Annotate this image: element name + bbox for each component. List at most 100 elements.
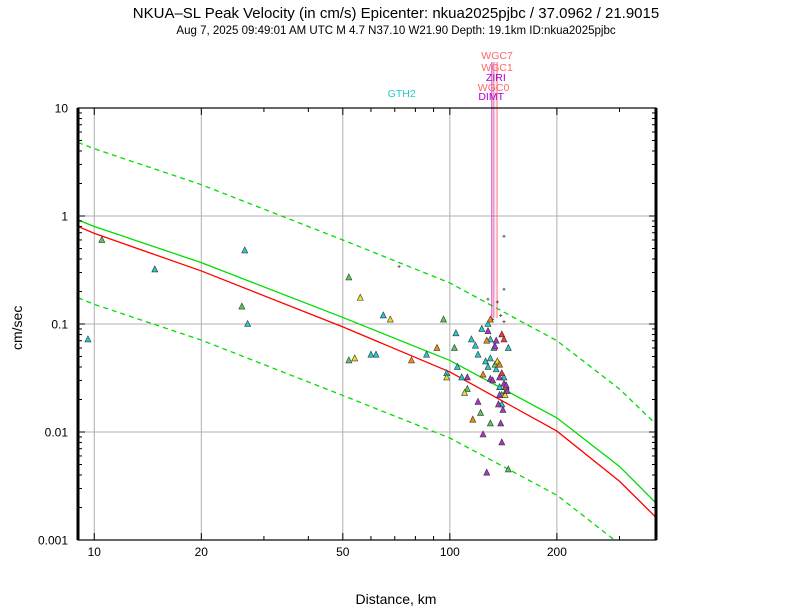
station-marker bbox=[483, 336, 491, 344]
station-marker bbox=[467, 335, 475, 343]
small-mark bbox=[486, 297, 490, 301]
station-marker bbox=[386, 315, 394, 323]
curve-layer bbox=[78, 141, 656, 540]
station-marker bbox=[484, 326, 492, 334]
station-marker bbox=[483, 468, 491, 476]
station-marker bbox=[379, 311, 387, 319]
station-marker bbox=[498, 438, 506, 446]
station-marker bbox=[486, 335, 494, 343]
small-mark bbox=[397, 265, 401, 269]
station-marker bbox=[501, 390, 509, 398]
station-marker bbox=[471, 341, 479, 349]
plus-sigma-curve bbox=[78, 141, 656, 425]
y-tick-label: 0.01 bbox=[45, 426, 69, 440]
station-flag-label: WGC0 bbox=[478, 82, 510, 94]
station-marker bbox=[98, 235, 106, 243]
chart-subtitle: Aug 7, 2025 09:49:01 AM UTC M 4.7 N37.10… bbox=[176, 25, 616, 37]
observed-fit-curve bbox=[78, 225, 656, 518]
station-marker bbox=[503, 386, 511, 394]
small-mark bbox=[495, 300, 499, 304]
station-marker bbox=[372, 350, 380, 358]
station-marker bbox=[502, 381, 510, 389]
station-marker bbox=[478, 324, 486, 332]
small-mark bbox=[502, 234, 506, 238]
station-marker bbox=[151, 265, 159, 273]
station-marker bbox=[453, 362, 461, 370]
station-marker bbox=[443, 373, 451, 381]
station-marker bbox=[496, 390, 504, 398]
x-tick-label: 10 bbox=[88, 545, 102, 559]
station-marker bbox=[484, 362, 492, 370]
station-marker bbox=[84, 335, 92, 343]
x-tick-label: 200 bbox=[547, 545, 567, 559]
chart-title: NKUA–SL Peak Velocity (in cm/s) Epicente… bbox=[132, 5, 660, 22]
station-marker bbox=[433, 343, 441, 351]
station-marker bbox=[351, 354, 359, 362]
station-marker bbox=[484, 319, 492, 327]
station-marker bbox=[496, 383, 504, 390]
y-tick-label: 1 bbox=[61, 210, 68, 224]
station-marker bbox=[486, 315, 494, 323]
station-marker bbox=[407, 356, 415, 364]
station-marker bbox=[492, 336, 500, 344]
y-axis-label: cm/sec bbox=[9, 305, 25, 350]
median-prediction-curve bbox=[78, 219, 656, 504]
station-marker bbox=[458, 373, 466, 381]
y-tick-label: 10 bbox=[55, 102, 69, 116]
minus-sigma-curve bbox=[78, 297, 616, 540]
station-marker bbox=[504, 465, 512, 473]
station-marker bbox=[356, 293, 364, 301]
station-marker bbox=[492, 365, 500, 373]
station-marker bbox=[452, 329, 460, 337]
station-marker bbox=[241, 246, 249, 254]
point-layer bbox=[84, 234, 512, 476]
station-marker bbox=[440, 315, 448, 323]
station-marker bbox=[474, 350, 482, 358]
station-marker bbox=[423, 350, 431, 358]
station-marker bbox=[504, 343, 512, 351]
station-marker bbox=[491, 342, 499, 350]
x-axis-label: Distance, km bbox=[355, 591, 437, 607]
station-marker bbox=[244, 319, 252, 327]
x-tick-label: 20 bbox=[195, 545, 209, 559]
station-marker bbox=[463, 373, 471, 381]
station-marker bbox=[486, 419, 494, 427]
small-mark bbox=[502, 287, 506, 291]
station-marker bbox=[474, 397, 482, 405]
station-marker bbox=[496, 373, 504, 381]
station-marker bbox=[238, 302, 246, 310]
station-marker bbox=[497, 419, 505, 427]
station-marker bbox=[498, 330, 506, 338]
station-marker bbox=[498, 369, 506, 377]
station-marker bbox=[479, 430, 487, 438]
station-flag-label: WGC1 bbox=[481, 62, 513, 74]
station-flag-label: GTH2 bbox=[388, 88, 416, 100]
station-flag-label: DIMT bbox=[478, 91, 504, 103]
station-marker bbox=[345, 273, 353, 281]
station-marker bbox=[486, 354, 494, 362]
station-marker bbox=[450, 343, 458, 351]
y-tick-label: 0.1 bbox=[51, 318, 68, 332]
station-marker bbox=[463, 384, 471, 392]
station-marker bbox=[479, 370, 487, 378]
station-marker bbox=[494, 400, 502, 408]
station-flag-label: WGC7 bbox=[481, 50, 513, 62]
station-marker bbox=[477, 408, 485, 416]
station-marker bbox=[367, 350, 375, 358]
small-mark bbox=[499, 313, 503, 317]
small-mark bbox=[502, 320, 506, 324]
station-marker bbox=[496, 360, 504, 368]
station-marker bbox=[469, 415, 477, 423]
station-marker bbox=[461, 388, 469, 396]
tick-layer: 10 20 50 100 200 0.001 0.01 0.1 1 10 bbox=[38, 102, 656, 559]
x-tick-label: 100 bbox=[440, 545, 460, 559]
station-marker bbox=[489, 376, 497, 384]
station-marker bbox=[499, 405, 507, 413]
y-tick-label: 0.001 bbox=[38, 534, 68, 548]
station-flag-label: ZIRI bbox=[486, 72, 506, 84]
x-tick-label: 50 bbox=[336, 545, 350, 559]
station-marker bbox=[500, 335, 508, 343]
